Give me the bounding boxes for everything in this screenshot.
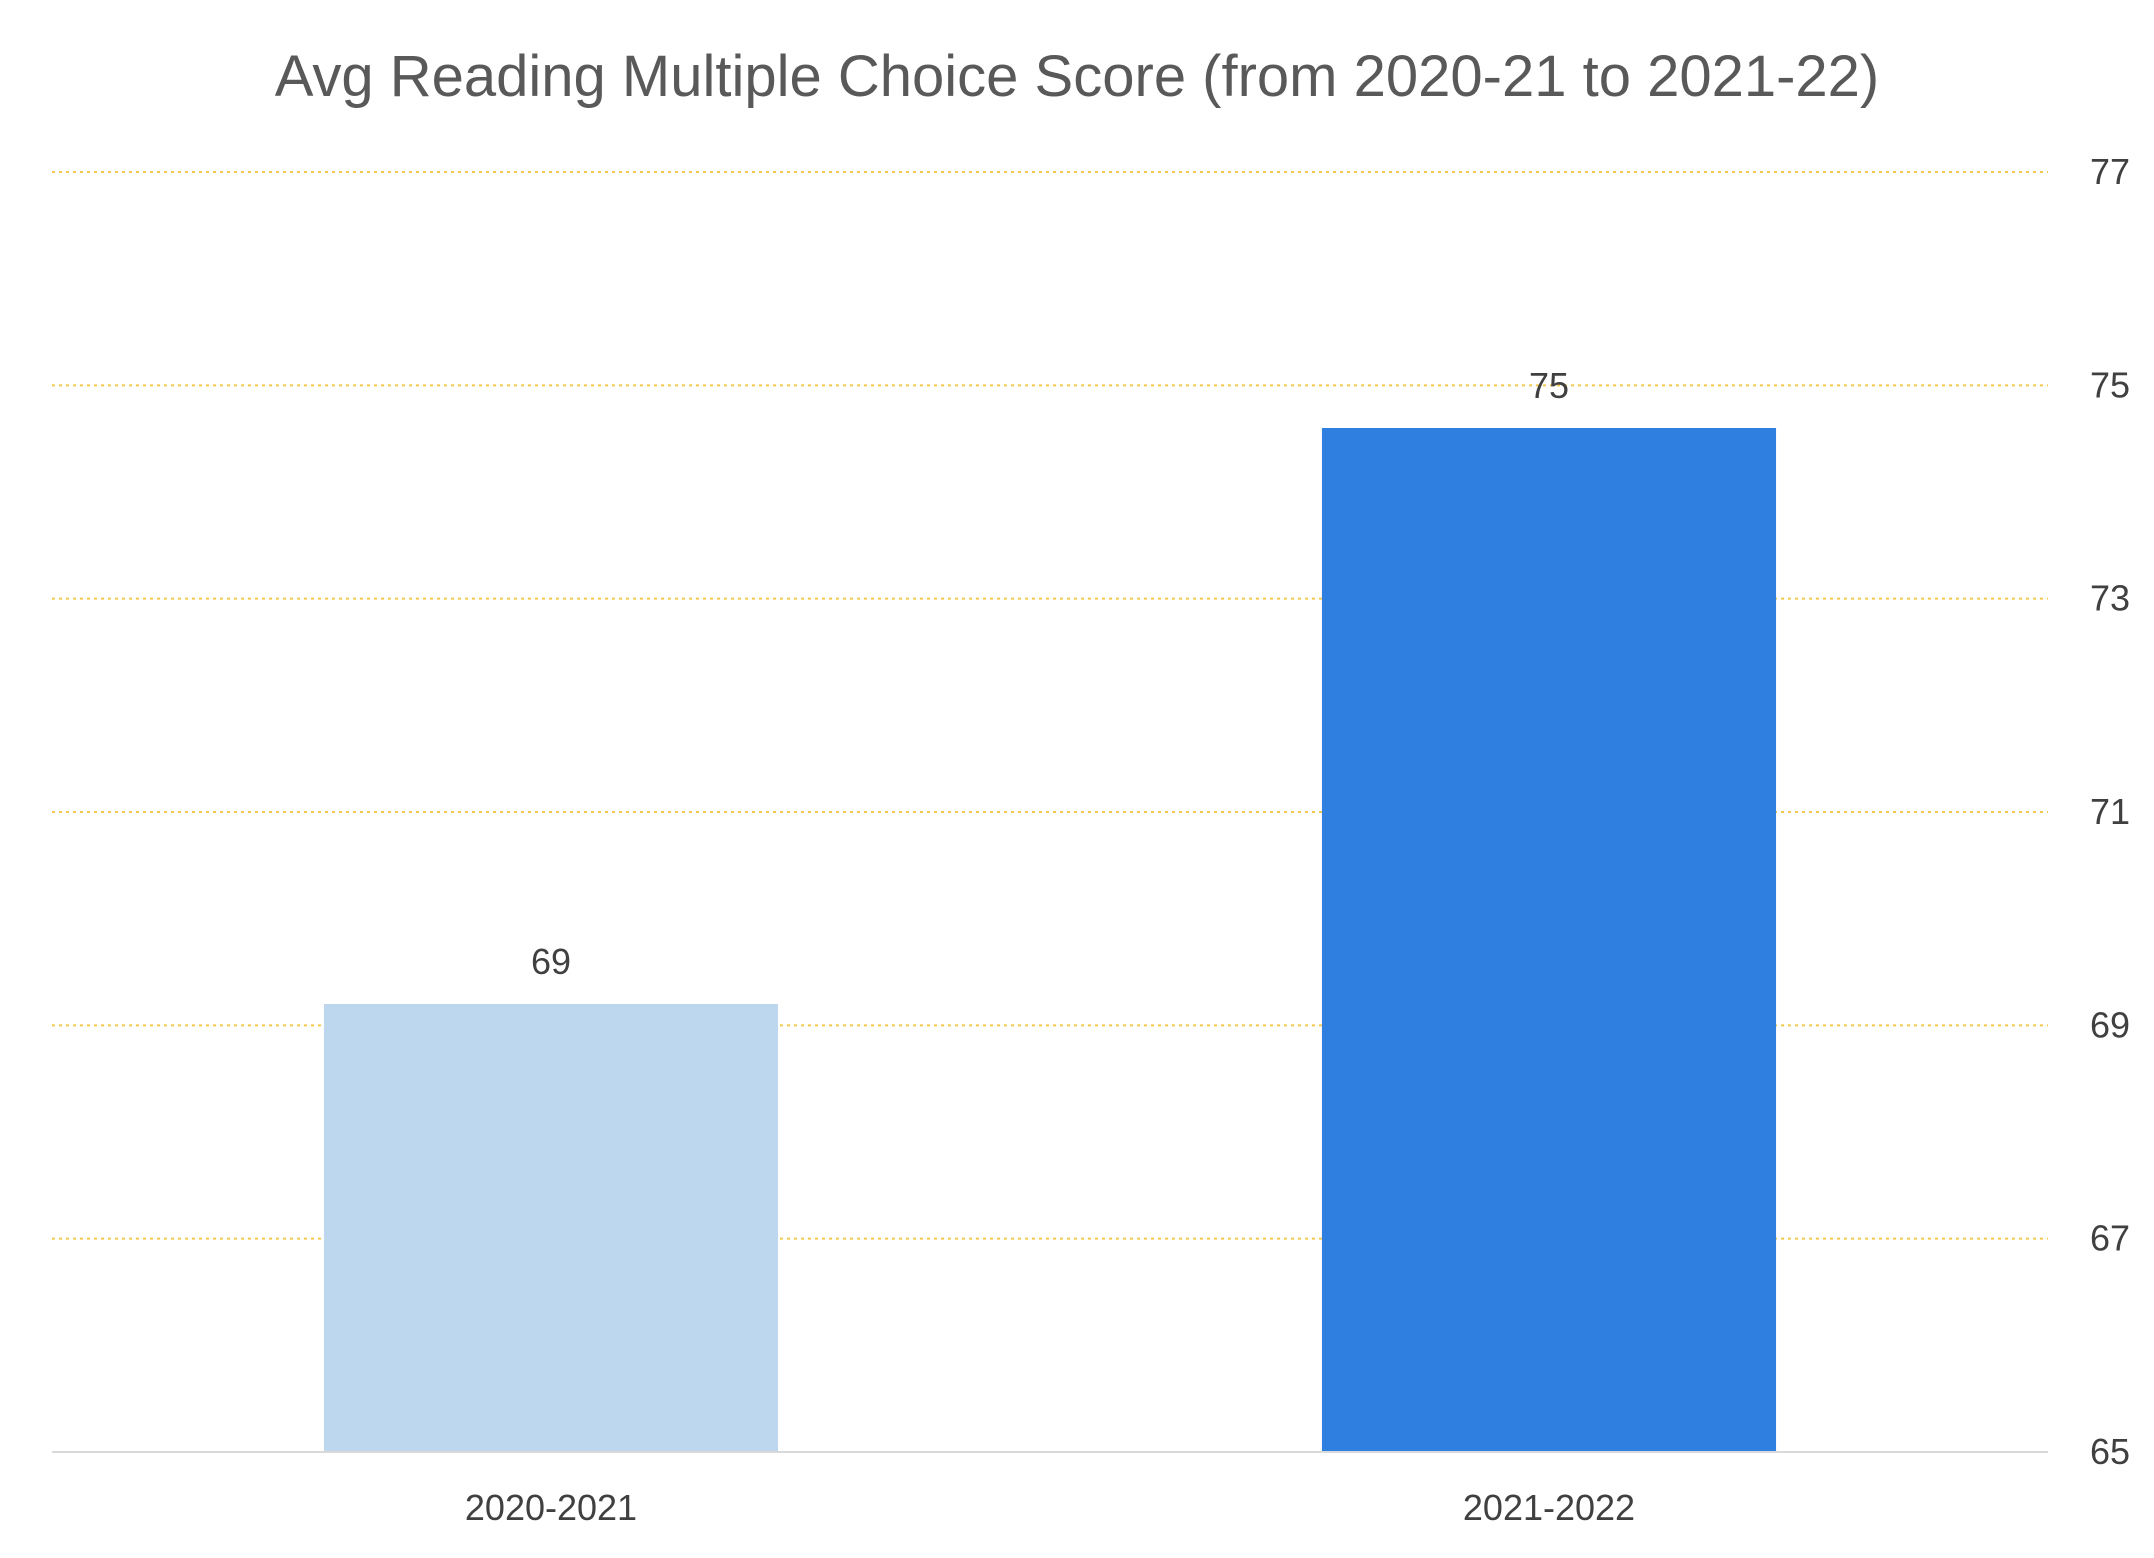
data-label: 75 bbox=[1529, 365, 1569, 406]
bar-2021-2022 bbox=[1321, 428, 1777, 1452]
y-tick-label: 75 bbox=[2090, 364, 2130, 405]
y-tick-label: 73 bbox=[2090, 578, 2130, 619]
y-axis-ticks: 65 67 69 71 73 75 77 bbox=[2090, 151, 2130, 1472]
y-tick-label: 67 bbox=[2090, 1218, 2130, 1259]
y-tick-label: 65 bbox=[2090, 1431, 2130, 1472]
y-tick-label: 71 bbox=[2090, 791, 2130, 832]
y-tick-label: 77 bbox=[2090, 151, 2130, 192]
x-axis-categories: 2020-2021 2021-2022 bbox=[465, 1487, 1635, 1528]
data-labels: 69 75 bbox=[531, 365, 1569, 982]
bars bbox=[323, 428, 1777, 1452]
x-category-label: 2020-2021 bbox=[465, 1487, 637, 1528]
data-label: 69 bbox=[531, 941, 571, 982]
x-category-label: 2021-2022 bbox=[1463, 1487, 1635, 1528]
chart-title: Avg Reading Multiple Choice Score (from … bbox=[275, 44, 1880, 109]
y-tick-label: 69 bbox=[2090, 1004, 2130, 1045]
bar-2020-2021 bbox=[323, 1004, 779, 1452]
